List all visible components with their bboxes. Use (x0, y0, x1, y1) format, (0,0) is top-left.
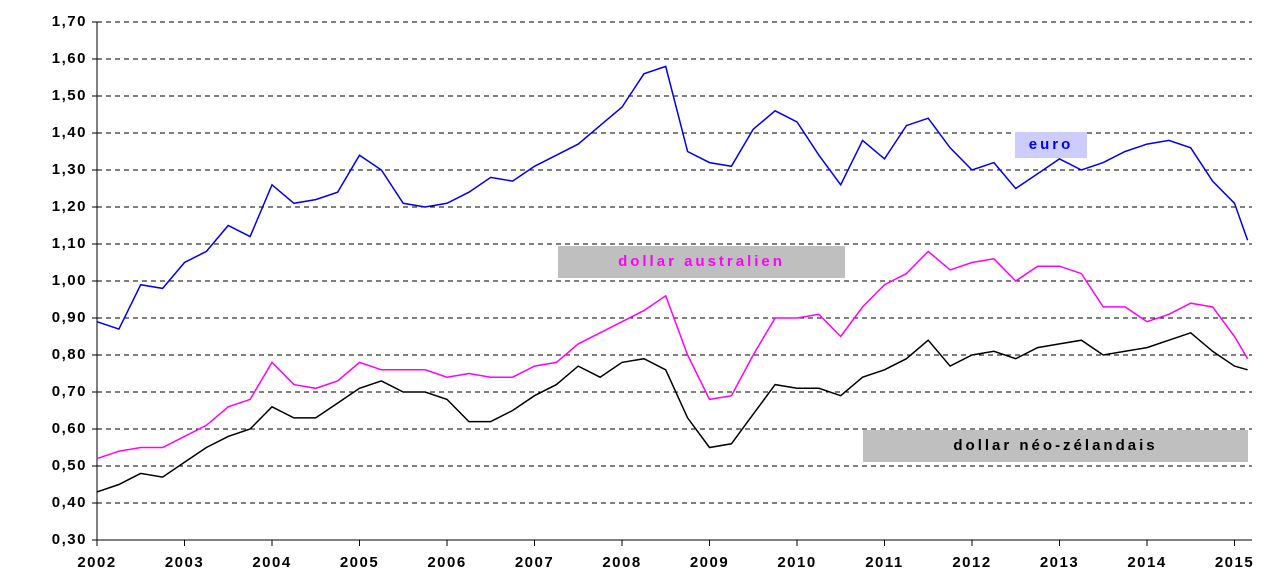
x-tick-label: 2002 (77, 554, 116, 571)
series-line (96, 331, 1248, 493)
y-tick-label: 1,60 (52, 50, 87, 67)
series-line (96, 250, 1249, 460)
x-tick-label: 2005 (340, 554, 379, 571)
y-tick-label: 1,20 (52, 198, 87, 215)
y-tick-label: 0,50 (52, 457, 87, 474)
y-tick-label: 1,30 (52, 161, 87, 178)
x-tick-label: 2013 (1040, 554, 1079, 571)
series-label-box (863, 430, 1248, 462)
x-tick-label: 2006 (427, 554, 466, 571)
x-tick-label: 2003 (165, 554, 204, 571)
y-tick-label: 0,30 (52, 531, 87, 548)
y-tick-label: 1,50 (52, 87, 87, 104)
x-tick-label: 2009 (690, 554, 729, 571)
y-tick-label: 0,60 (52, 420, 87, 437)
y-tick-label: 0,90 (52, 309, 87, 326)
y-tick-label: 0,40 (52, 494, 87, 511)
y-tick-label: 1,10 (52, 235, 87, 252)
x-tick-label: 2011 (865, 554, 904, 571)
series-label: dollar australien (618, 253, 785, 270)
x-tick-label: 2007 (515, 554, 554, 571)
series-label-box (558, 246, 845, 278)
x-tick-label: 2012 (952, 554, 991, 571)
x-tick-label: 2008 (602, 554, 641, 571)
y-tick-label: 1,40 (52, 124, 87, 141)
series-label-box (1015, 132, 1087, 158)
y-tick-label: 1,00 (52, 272, 87, 289)
series-line (96, 65, 1249, 331)
y-tick-label: 1,70 (52, 13, 87, 30)
x-tick-label: 2014 (1127, 554, 1166, 571)
y-tick-label: 0,70 (52, 383, 87, 400)
x-tick-label: 2015 (1215, 554, 1254, 571)
series-label: dollar néo-zélandais (953, 437, 1157, 454)
series-label: euro (1029, 136, 1074, 153)
x-tick-label: 2004 (252, 554, 291, 571)
y-tick-label: 0,80 (52, 346, 87, 363)
x-tick-label: 2010 (777, 554, 816, 571)
